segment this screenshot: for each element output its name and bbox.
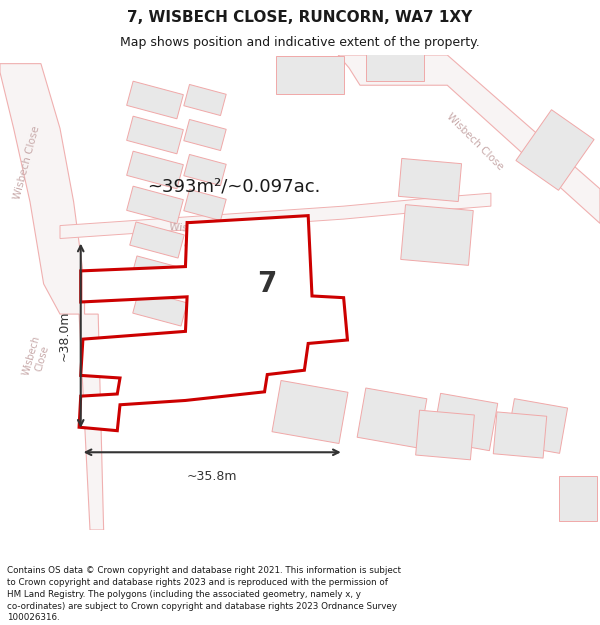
Text: Map shows position and indicative extent of the property.: Map shows position and indicative extent… [120, 36, 480, 49]
Polygon shape [506, 399, 568, 453]
Polygon shape [127, 116, 184, 154]
Polygon shape [401, 204, 473, 266]
Text: 7: 7 [257, 270, 277, 298]
Polygon shape [184, 154, 226, 186]
Polygon shape [398, 159, 461, 201]
Text: ~38.0m: ~38.0m [58, 311, 71, 361]
Polygon shape [559, 476, 597, 521]
Polygon shape [79, 216, 347, 431]
Polygon shape [338, 55, 600, 223]
Polygon shape [184, 119, 226, 151]
Text: Wisbech Close: Wisbech Close [169, 222, 245, 238]
Text: Contains OS data © Crown copyright and database right 2021. This information is : Contains OS data © Crown copyright and d… [7, 566, 401, 622]
Polygon shape [184, 84, 226, 116]
Polygon shape [133, 290, 187, 326]
Polygon shape [0, 64, 104, 530]
Polygon shape [127, 151, 184, 189]
Text: ~35.8m: ~35.8m [187, 470, 238, 483]
Text: Wisbech
Close: Wisbech Close [21, 334, 53, 380]
Text: Wisbech Close: Wisbech Close [444, 111, 505, 172]
Polygon shape [432, 393, 498, 451]
Polygon shape [185, 225, 225, 255]
Polygon shape [127, 81, 184, 119]
Text: ~393m²/~0.097ac.: ~393m²/~0.097ac. [147, 177, 320, 196]
Polygon shape [131, 256, 185, 292]
Polygon shape [516, 110, 594, 190]
Polygon shape [130, 222, 184, 258]
Polygon shape [127, 186, 184, 224]
Polygon shape [357, 388, 427, 448]
Polygon shape [416, 410, 475, 460]
Polygon shape [60, 193, 491, 239]
Polygon shape [185, 259, 225, 289]
Polygon shape [272, 381, 348, 444]
Text: Wisbech Close: Wisbech Close [13, 125, 42, 201]
Polygon shape [366, 49, 424, 81]
Polygon shape [276, 56, 344, 94]
Polygon shape [187, 292, 227, 323]
Polygon shape [184, 189, 226, 221]
Polygon shape [493, 412, 547, 458]
Text: 7, WISBECH CLOSE, RUNCORN, WA7 1XY: 7, WISBECH CLOSE, RUNCORN, WA7 1XY [127, 10, 473, 25]
